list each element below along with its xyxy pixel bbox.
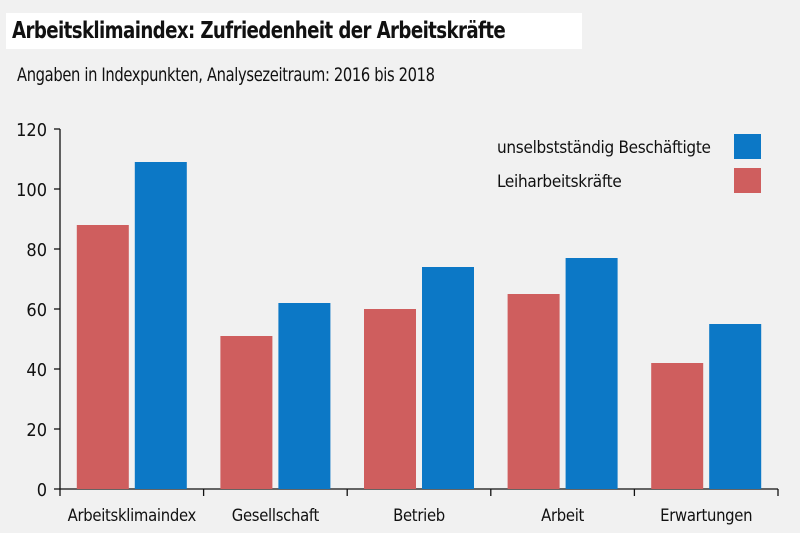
legend-label-unselbststaendig: unselbstständig Beschäftigte: [497, 138, 711, 158]
y-tick-label: 120: [16, 120, 47, 141]
legend-swatch-unselbststaendig: [734, 134, 761, 159]
bar-unselbststaendig-arbeit: [565, 258, 618, 489]
y-tick-label: 80: [26, 240, 47, 261]
bar-leiharbeitskraefte-gesellschaft: [220, 336, 273, 489]
y-tick-label: 60: [26, 300, 47, 321]
bar-leiharbeitskraefte-arbeit: [507, 294, 560, 489]
x-category-label: Arbeitsklimaindex: [68, 506, 197, 525]
y-tick-label: 20: [26, 420, 47, 441]
y-tick-label: 100: [16, 180, 47, 201]
chart-subtitle: Angaben in Indexpunkten, Analysezeitraum…: [17, 64, 435, 86]
legend-label-leiharbeitskraefte: Leiharbeitskräfte: [497, 172, 621, 192]
bar-leiharbeitskraefte-betrieb: [364, 309, 416, 489]
chart-title-box: Arbeitsklimaindex: Zufriedenheit der Arb…: [6, 13, 583, 49]
bar-leiharbeitskraefte-arbeitsklimaindex: [76, 225, 129, 489]
x-category-label: Erwartungen: [660, 506, 752, 525]
bar-unselbststaendig-betrieb: [422, 267, 474, 489]
y-tick-label: 0: [37, 480, 47, 501]
bar-unselbststaendig-arbeitsklimaindex: [134, 162, 187, 489]
chart-title: Arbeitsklimaindex: Zufriedenheit der Arb…: [12, 18, 506, 44]
x-category-label: Arbeit: [541, 506, 584, 525]
x-category-label: Gesellschaft: [232, 506, 320, 525]
x-category-label: Betrieb: [393, 506, 445, 525]
y-tick-label: 40: [26, 360, 47, 381]
bar-unselbststaendig-gesellschaft: [278, 303, 331, 489]
bar-leiharbeitskraefte-erwartungen: [651, 363, 704, 489]
legend-swatch-leiharbeitskraefte: [734, 168, 761, 193]
bar-unselbststaendig-erwartungen: [709, 324, 762, 489]
